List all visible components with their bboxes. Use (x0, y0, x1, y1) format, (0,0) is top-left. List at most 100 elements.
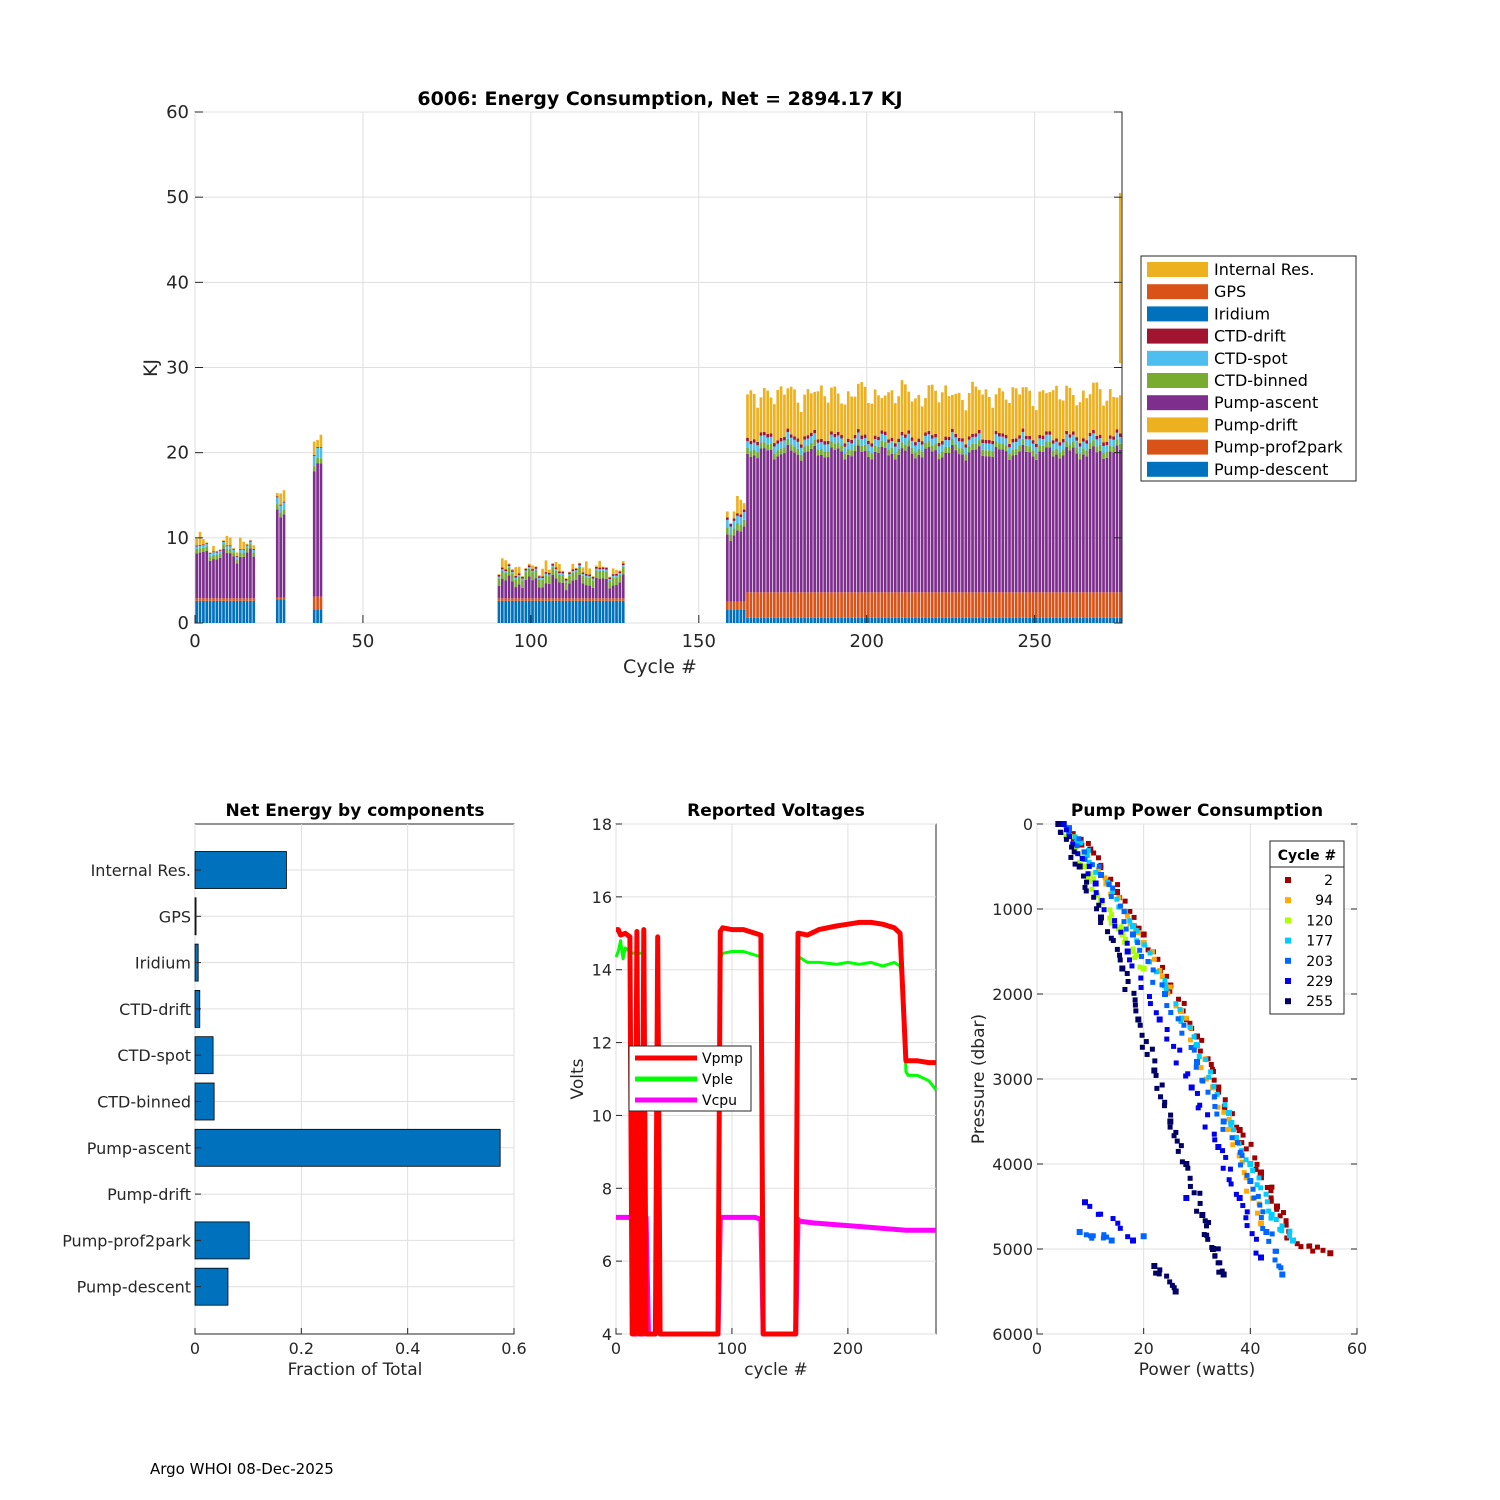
pump-power-legend-marker (1285, 998, 1291, 1005)
components-ytick-label: GPS (159, 907, 191, 926)
pump-power-point (1188, 1045, 1194, 1051)
energy-bar-descent (497, 600, 501, 623)
energy-bar-binned (1048, 441, 1052, 448)
energy-bar-pdrift (215, 550, 219, 552)
energy-bar-prof2park (1075, 592, 1079, 618)
pump-power-point (1199, 1212, 1206, 1218)
energy-bar-binned (796, 448, 800, 455)
energy-bar-binned (907, 440, 911, 447)
energy-bar-spot (914, 445, 917, 453)
energy-bar-prof2park (531, 598, 534, 601)
energy-bar-binned (1092, 440, 1095, 447)
energy-bar-spot (759, 435, 763, 443)
energy-bar-pdrift (598, 560, 602, 568)
energy-bar-ascent (853, 451, 857, 593)
energy-bar-descent (920, 617, 924, 623)
energy-bar-spot (319, 448, 323, 459)
energy-bar-spot (776, 443, 780, 451)
energy-bar-ascent (1075, 453, 1079, 593)
energy-bar-descent (1028, 617, 1031, 623)
energy-bar-drift (749, 440, 753, 445)
energy-bar-ascent (756, 458, 759, 593)
pump-power-point (1123, 926, 1129, 932)
energy-bar-binned (994, 441, 998, 448)
energy-bar-prof2park (1061, 592, 1065, 618)
energy-bar-pdrift (863, 386, 867, 435)
energy-bar-ascent (605, 578, 608, 599)
energy-bar-descent (783, 617, 786, 623)
energy-bar-descent (954, 617, 958, 623)
energy-bar-binned (853, 445, 857, 452)
pump-power-point (1253, 1236, 1259, 1242)
energy-bar-drift (1045, 431, 1048, 435)
pump-power-point (1314, 1244, 1320, 1250)
energy-bar-pdrift (225, 535, 229, 546)
energy-bar-prof2park (981, 592, 984, 618)
energy-bar-descent (907, 617, 911, 623)
energy-bar-descent (1078, 617, 1082, 623)
pump-power-point (1225, 1126, 1231, 1132)
energy-bar-prof2park (235, 598, 239, 601)
energy-bar-descent (275, 599, 279, 623)
pump-power-legend-label: 2 (1324, 873, 1333, 889)
energy-bar-binned (601, 570, 605, 579)
pump-power-point (1194, 1059, 1200, 1065)
energy-bar-drift (883, 431, 887, 435)
pump-power-point (1093, 890, 1099, 896)
energy-bar-prof2park (840, 592, 843, 618)
pump-power-point (1153, 1072, 1159, 1078)
energy-bar-descent (527, 600, 531, 623)
energy-bar-prof2park (977, 592, 981, 618)
energy-bar-drift (1082, 438, 1085, 442)
pump-power-point (1089, 886, 1095, 892)
pump-power-point (1263, 1191, 1269, 1197)
energy-bar-binned (1051, 450, 1055, 457)
energy-bar-descent (504, 600, 508, 623)
voltages-xtick-label: 200 (833, 1339, 864, 1358)
energy-bar-binned (202, 547, 205, 552)
energy-bar-drift (1105, 441, 1109, 446)
energy-bar-descent (820, 617, 823, 623)
pump-power-point (1263, 1229, 1270, 1235)
pump-power-point (1163, 987, 1169, 993)
energy-bar-drift (279, 504, 282, 506)
components-bars (194, 851, 501, 1306)
pump-power-point (1187, 1020, 1193, 1026)
energy-ytick-label: 0 (178, 613, 189, 634)
energy-bar-drift (601, 567, 605, 570)
energy-bar-descent (917, 617, 921, 623)
pump-power-point (1252, 1155, 1258, 1161)
pump-power-point (1211, 1083, 1217, 1089)
energy-bar-prof2park (904, 592, 907, 618)
energy-bar-binned (621, 566, 625, 575)
energy-bar-binned (961, 448, 964, 455)
energy-bar-spot (511, 571, 514, 574)
pump-power-point (1212, 1137, 1218, 1143)
pump-power-point (1243, 1146, 1249, 1152)
energy-bar-pdrift (759, 397, 763, 433)
energy-bar-pdrift (940, 392, 944, 442)
energy-bar-spot (1071, 434, 1075, 442)
energy-bar-spot (249, 541, 252, 545)
pump-power-point (1099, 898, 1105, 904)
energy-bar-binned (826, 451, 830, 458)
energy-bar-binned (877, 446, 880, 453)
components-xtick-label: 0.4 (395, 1339, 420, 1358)
energy-bar-pdrift (249, 539, 252, 541)
energy-bar-spot (840, 438, 843, 446)
energy-bar-prof2park (897, 592, 900, 618)
energy-bar-ascent (870, 459, 874, 593)
energy-legend-label: Pump-prof2park (1214, 438, 1344, 457)
pump-power-point (1229, 1111, 1235, 1117)
energy-bar-binned (944, 446, 948, 453)
pump-power-point (1151, 1263, 1158, 1269)
energy-bar-drift (729, 524, 733, 527)
energy-bar-pdrift (212, 546, 215, 552)
energy-bar-binned (779, 448, 783, 455)
energy-bar-drift (1021, 428, 1025, 432)
energy-bar-spot (856, 432, 860, 440)
energy-bar-descent (994, 617, 998, 623)
energy-bar-ascent (900, 448, 904, 593)
energy-bar-ascent (1118, 449, 1122, 593)
energy-bar-descent (803, 617, 806, 623)
